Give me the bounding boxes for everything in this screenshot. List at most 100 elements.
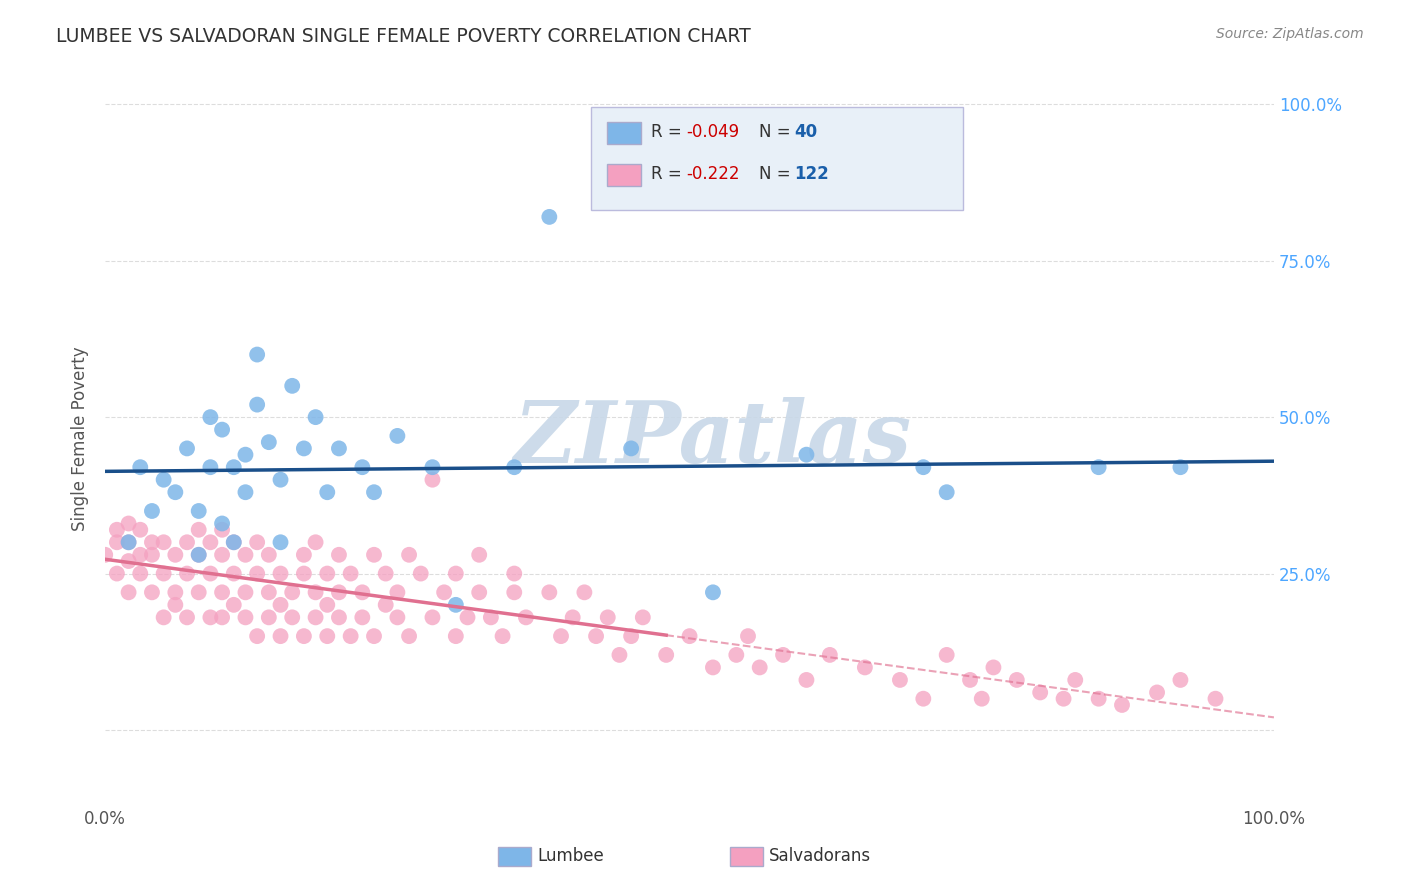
- Point: [398, 548, 420, 562]
- Point: [270, 473, 292, 487]
- Point: [200, 410, 222, 425]
- Text: Salvadorans: Salvadorans: [769, 847, 872, 865]
- Point: [1146, 685, 1168, 699]
- Point: [702, 660, 724, 674]
- Point: [117, 585, 139, 599]
- Point: [141, 585, 163, 599]
- Point: [105, 523, 128, 537]
- Point: [257, 610, 280, 624]
- Point: [281, 379, 304, 393]
- Point: [1205, 691, 1227, 706]
- Text: N =: N =: [759, 123, 796, 141]
- Text: LUMBEE VS SALVADORAN SINGLE FEMALE POVERTY CORRELATION CHART: LUMBEE VS SALVADORAN SINGLE FEMALE POVER…: [56, 27, 751, 45]
- Point: [281, 610, 304, 624]
- Point: [246, 398, 269, 412]
- Point: [889, 673, 911, 687]
- Point: [374, 566, 396, 581]
- Point: [292, 548, 315, 562]
- Point: [246, 535, 269, 549]
- Point: [363, 548, 385, 562]
- Text: Source: ZipAtlas.com: Source: ZipAtlas.com: [1216, 27, 1364, 41]
- Point: [935, 485, 957, 500]
- Point: [737, 629, 759, 643]
- Point: [141, 548, 163, 562]
- Point: [281, 585, 304, 599]
- Point: [211, 585, 233, 599]
- Point: [422, 610, 444, 624]
- Point: [235, 610, 257, 624]
- Point: [211, 610, 233, 624]
- Point: [620, 629, 643, 643]
- Point: [129, 523, 152, 537]
- Point: [970, 691, 993, 706]
- Point: [479, 610, 502, 624]
- Point: [211, 523, 233, 537]
- Point: [339, 566, 361, 581]
- Text: 40: 40: [794, 123, 817, 141]
- Point: [129, 548, 152, 562]
- Point: [959, 673, 981, 687]
- Point: [222, 566, 245, 581]
- Point: [503, 566, 526, 581]
- Point: [246, 566, 269, 581]
- Point: [94, 548, 117, 562]
- Point: [422, 460, 444, 475]
- Point: [292, 629, 315, 643]
- Point: [1170, 673, 1192, 687]
- Point: [339, 629, 361, 643]
- Point: [328, 442, 350, 456]
- Point: [409, 566, 432, 581]
- Point: [141, 535, 163, 549]
- Point: [853, 660, 876, 674]
- Point: [235, 548, 257, 562]
- Point: [1029, 685, 1052, 699]
- Point: [257, 548, 280, 562]
- Point: [176, 566, 198, 581]
- Point: [316, 598, 339, 612]
- Point: [211, 548, 233, 562]
- Point: [165, 485, 187, 500]
- Point: [772, 648, 794, 662]
- Point: [187, 523, 209, 537]
- Point: [129, 460, 152, 475]
- Point: [211, 516, 233, 531]
- Text: -0.222: -0.222: [686, 165, 740, 183]
- Point: [304, 585, 326, 599]
- Point: [257, 435, 280, 450]
- Point: [304, 610, 326, 624]
- Point: [304, 410, 326, 425]
- Point: [328, 548, 350, 562]
- Point: [187, 548, 209, 562]
- Point: [152, 610, 174, 624]
- Point: [187, 548, 209, 562]
- Point: [352, 460, 374, 475]
- Point: [1005, 673, 1028, 687]
- Point: [270, 566, 292, 581]
- Point: [176, 610, 198, 624]
- Point: [387, 585, 409, 599]
- Point: [1064, 673, 1087, 687]
- Point: [818, 648, 841, 662]
- Point: [609, 648, 631, 662]
- Point: [1052, 691, 1074, 706]
- Point: [678, 629, 700, 643]
- Point: [165, 585, 187, 599]
- Point: [222, 535, 245, 549]
- Point: [117, 535, 139, 549]
- Point: [725, 648, 748, 662]
- Point: [117, 554, 139, 568]
- Point: [304, 535, 326, 549]
- Text: -0.049: -0.049: [686, 123, 740, 141]
- Point: [187, 585, 209, 599]
- Point: [187, 504, 209, 518]
- Point: [444, 629, 467, 643]
- Point: [270, 598, 292, 612]
- Point: [468, 585, 491, 599]
- Point: [796, 673, 818, 687]
- Point: [352, 585, 374, 599]
- Point: [422, 473, 444, 487]
- Point: [246, 347, 269, 361]
- Point: [200, 535, 222, 549]
- Point: [444, 598, 467, 612]
- Text: R =: R =: [651, 123, 688, 141]
